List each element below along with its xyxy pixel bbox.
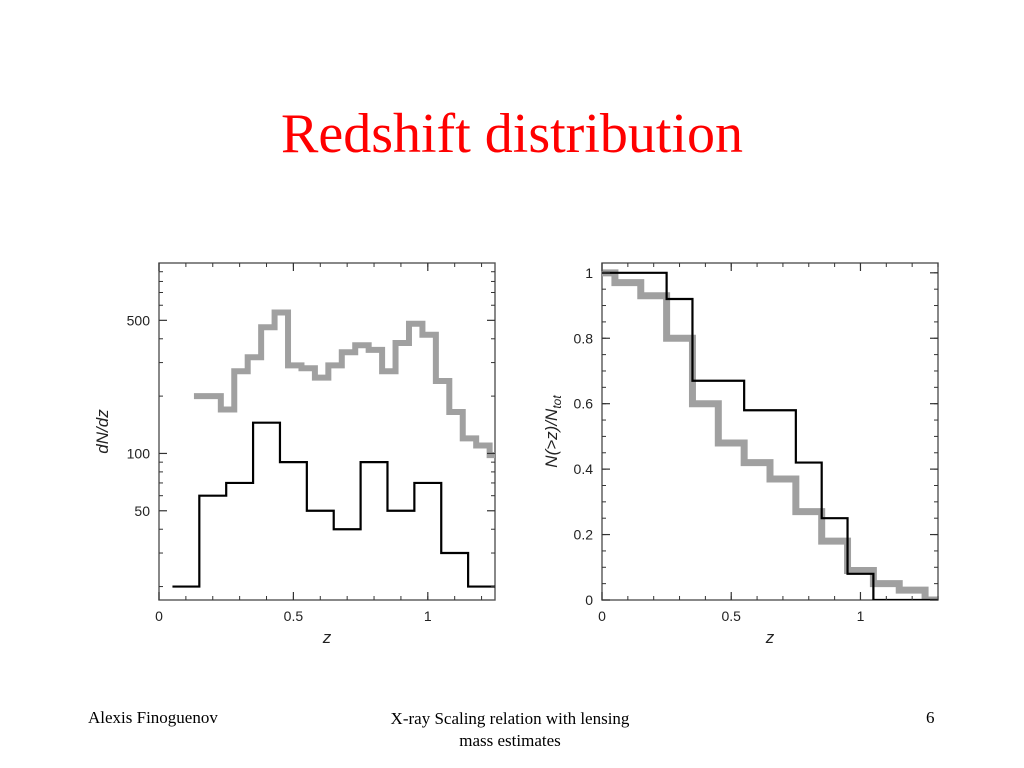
y-tick-label: 0.2	[574, 527, 594, 543]
series-line-gray	[602, 269, 938, 600]
y-tick-label: 50	[134, 503, 150, 519]
y-tick-label: 0.8	[574, 330, 594, 346]
footer-author: Alexis Finoguenov	[88, 708, 218, 727]
y-tick-label: 500	[127, 312, 151, 328]
x-tick-label: 0.5	[284, 608, 304, 624]
y-tick-label: 100	[127, 445, 151, 461]
y-axis-label: N(>z)/Ntot	[542, 395, 564, 468]
plot-frame	[158, 262, 496, 601]
footer-talk-title-line2: mass estimates	[459, 731, 561, 750]
x-tick-label: 1	[857, 608, 865, 624]
x-tick-label: 1	[424, 608, 432, 624]
series-line-black	[172, 421, 495, 588]
x-tick-label: 0	[155, 608, 163, 624]
x-tick-label: 0	[598, 608, 606, 624]
plot-frame	[601, 262, 939, 601]
footer-talk-title: X-ray Scaling relation with lensing mass…	[330, 708, 690, 752]
y-tick-label: 0.4	[574, 461, 594, 477]
y-tick-label: 0	[585, 592, 593, 608]
footer-talk-title-line1: X-ray Scaling relation with lensing	[390, 709, 630, 728]
slide-title: Redshift distribution	[281, 103, 743, 165]
x-tick-label: 0.5	[721, 608, 741, 624]
x-axis-label: z	[322, 628, 332, 647]
series-line-gray	[193, 309, 495, 459]
series-line-black	[602, 271, 938, 600]
y-axis-label: dN/dz	[93, 409, 112, 454]
footer-page-number: 6	[926, 708, 935, 727]
y-tick-label: 1	[585, 265, 593, 281]
y-tick-label: 0.6	[574, 396, 594, 412]
x-axis-label: z	[765, 628, 775, 647]
